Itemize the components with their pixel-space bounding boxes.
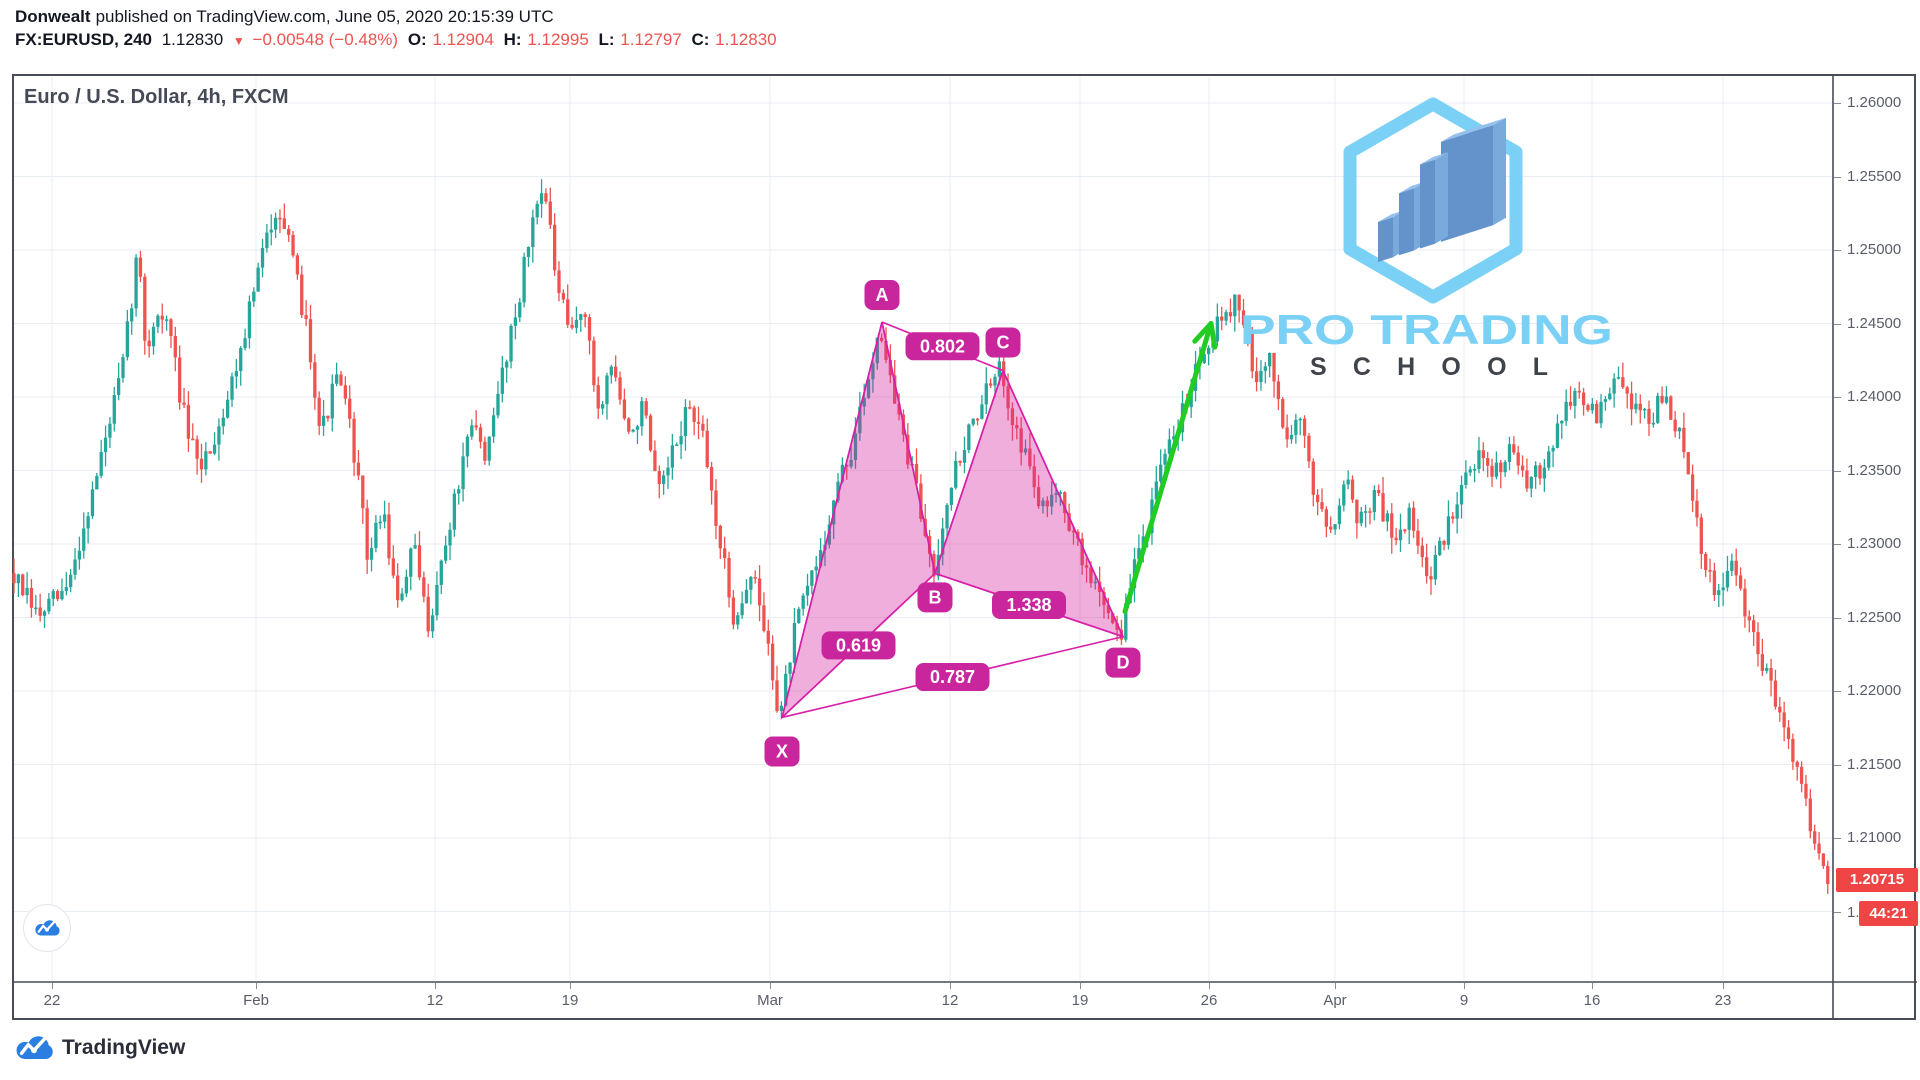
price-tick-mark (1834, 323, 1841, 325)
price-tick-mark (1834, 764, 1841, 766)
price-tick-label: 1.21000 (1847, 829, 1902, 846)
price-tick-label: 1.25000 (1847, 241, 1902, 258)
partial-price-tick-label: 1. (1847, 904, 1860, 921)
price-change: −0.00548 (−0.48%) (252, 30, 399, 49)
open-value: 1.12904 (432, 30, 494, 49)
price-tick-mark (1834, 911, 1841, 913)
price-tick-label: 1.21500 (1847, 755, 1902, 773)
brand-name: TradingView (62, 1036, 186, 1059)
chart-title: Euro / U.S. Dollar, 4h, FXCM (24, 86, 289, 108)
price-tick-label: 1.24000 (1847, 388, 1902, 405)
footer-brand[interactable]: TradingView (13, 1030, 185, 1066)
price-tick-label: 1.24500 (1847, 314, 1902, 332)
time-tick-mark (256, 983, 257, 989)
tradingview-logo-button[interactable] (23, 904, 71, 952)
time-tick-mark (1723, 983, 1724, 989)
published-text: published on TradingView.com, June 05, 2… (95, 7, 554, 26)
last-price: 1.12830 (161, 30, 224, 49)
price-tick-mark (1834, 544, 1841, 545)
price-tick-label: 1.22500 (1847, 608, 1902, 626)
time-tick-mark (770, 983, 771, 989)
time-tick-label: Mar (757, 992, 783, 1009)
high-value: 1.12995 (527, 30, 589, 49)
price-tick-mark (1834, 103, 1841, 104)
time-tick-mark (1592, 983, 1593, 989)
price-tick-label: 1.23500 (1847, 461, 1902, 479)
symbol-info-row: FX:EURUSD, 240 1.12830 ▼ −0.00548 (−0.48… (15, 30, 782, 50)
symbol-interval: FX:EURUSD, 240 (15, 30, 152, 49)
tradingview-cloud-icon (16, 1035, 53, 1059)
price-down-arrow-icon: ▼ (232, 34, 245, 48)
time-tick-label: 19 (561, 992, 579, 1009)
price-tick-label: 1.25500 (1847, 167, 1902, 185)
close-label: C: (691, 30, 710, 49)
time-tick-mark (435, 983, 436, 989)
price-axis[interactable]: 1.26000 1.25500 1.25000 1.24500 1.24000 1.235… (1834, 75, 1919, 982)
low-label: L: (598, 30, 615, 49)
time-tick-mark (1335, 983, 1336, 989)
publish-info: Donwealt published on TradingView.com, Ju… (15, 7, 554, 27)
time-axis[interactable]: 22 Feb 12 19 Mar 12 19 26 Apr 9 16 23 (12, 982, 1833, 1020)
price-tick-label: 1.26000 (1847, 94, 1902, 111)
price-tick-mark (1834, 617, 1841, 619)
open-label: O: (407, 30, 427, 49)
low-value: 1.12797 (620, 30, 682, 49)
bar-countdown-badge: 44:21 (1859, 901, 1918, 926)
time-tick-label: 12 (426, 992, 444, 1009)
price-tick-label: 1.22000 (1847, 682, 1902, 699)
time-tick-mark (570, 983, 571, 989)
time-tick-label: 23 (1714, 992, 1732, 1009)
chart-frame (12, 74, 1916, 1020)
close-value: 1.12830 (715, 30, 777, 49)
time-tick-label: 12 (941, 992, 959, 1009)
time-tick-label: Feb (243, 992, 269, 1009)
time-tick-label: 16 (1583, 992, 1601, 1009)
time-tick-label: 22 (43, 992, 61, 1009)
price-tick-mark (1834, 250, 1841, 251)
price-tick-mark (1834, 397, 1841, 398)
time-tick-mark (1464, 983, 1465, 989)
time-tick-mark (1080, 983, 1081, 989)
time-tick-label: 26 (1200, 992, 1218, 1009)
time-tick-mark (950, 983, 951, 989)
high-label: H: (503, 30, 522, 49)
price-tick-mark (1834, 470, 1841, 472)
price-tick-mark (1834, 838, 1841, 839)
author-name: Donwealt (15, 7, 91, 26)
time-tick-label: 9 (1459, 992, 1469, 1009)
price-tick-label: 1.23000 (1847, 535, 1902, 552)
tradingview-cloud-icon (35, 919, 60, 936)
time-tick-label: Apr (1323, 992, 1347, 1009)
time-tick-mark (52, 983, 53, 989)
last-price-badge: 1.20715 (1836, 868, 1918, 892)
time-tick-label: 19 (1071, 992, 1089, 1009)
price-tick-mark (1834, 691, 1841, 692)
time-tick-mark (1209, 983, 1210, 989)
price-tick-mark (1834, 176, 1841, 178)
